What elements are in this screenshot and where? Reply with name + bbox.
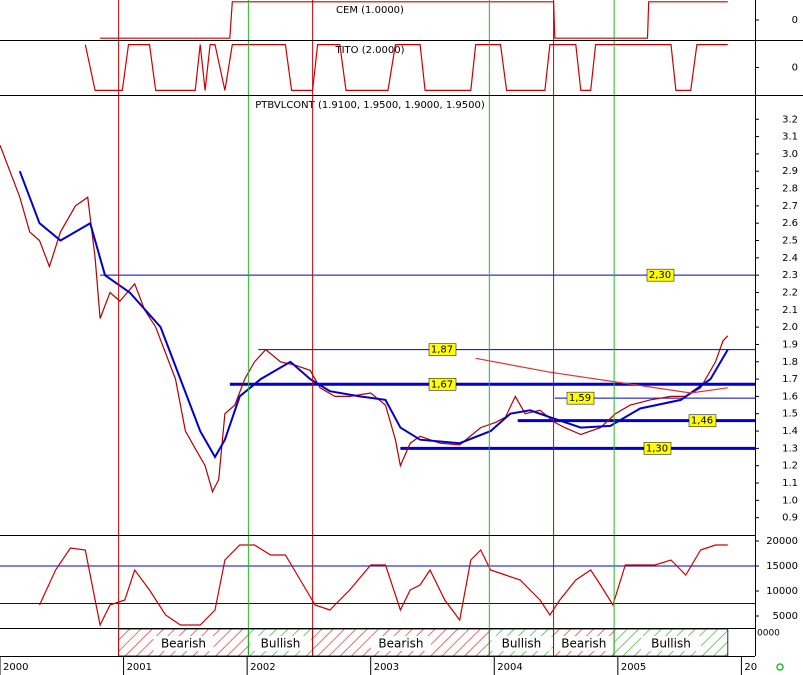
phase-label: Bearish: [378, 637, 423, 651]
y-tick-label: 2.7: [782, 201, 798, 212]
y-tick-label: 1.6: [782, 391, 798, 402]
y-tick-label: 1.1: [782, 478, 798, 489]
panel-title: CEM (1.0000): [336, 5, 404, 16]
level-label-box: [428, 378, 457, 391]
y-tick-label: 1.0: [782, 495, 798, 506]
y-tick-label: 2.1: [782, 305, 798, 316]
x-tick-label: 2003: [374, 662, 399, 673]
volume-label: 0000: [757, 629, 780, 639]
phase-label-bg: [640, 636, 701, 651]
series-line: [475, 357, 728, 394]
series-line: [84, 43, 728, 92]
status-indicator: [776, 663, 784, 671]
y-tick-label: 1.5: [782, 409, 798, 420]
level-label: 1,67: [431, 379, 453, 390]
x-tick-label: 20: [744, 662, 757, 673]
series-line: [100, 1, 728, 39]
y-tick-label: 1.9: [782, 339, 798, 350]
phase-label-bg: [370, 636, 431, 651]
series-line: [18, 170, 729, 460]
y-tick-label: 0: [792, 63, 798, 74]
x-tick-label: 2002: [250, 662, 275, 673]
y-tick-label: 1.2: [782, 461, 798, 472]
phase-label: Bullish: [651, 637, 691, 651]
panel-title: TITO (2.0000): [334, 45, 404, 56]
y-tick-label: 3.2: [782, 114, 798, 125]
x-tick-label: 2000: [3, 662, 28, 673]
y-tick-label: 2.4: [782, 253, 798, 264]
phase-label-bg: [553, 636, 614, 651]
phase-label: Bearish: [561, 637, 606, 651]
y-tick-label: 1.7: [782, 374, 798, 385]
level-label-box: [688, 414, 717, 427]
y-tick-label: 0: [792, 15, 798, 26]
y-tick-label: 20000: [766, 536, 798, 547]
panel-title: PTBVLCONT (1.9100, 1.9500, 1.9000, 1.950…: [255, 100, 485, 111]
level-label: 2,30: [649, 270, 671, 281]
level-label: 1,46: [691, 416, 713, 427]
y-tick-label: 2.3: [782, 270, 798, 281]
y-tick-label: 2.0: [782, 322, 798, 333]
level-label-box: [643, 442, 672, 455]
y-tick-label: 15000: [766, 561, 798, 572]
level-label: 1,87: [431, 345, 453, 356]
phase-label: Bullish: [261, 637, 301, 651]
phase-label: Bullish: [502, 637, 542, 651]
frame: [0, 0, 803, 657]
phase-label: Bearish: [161, 637, 206, 651]
y-tick-label: 2.8: [782, 184, 798, 195]
y-tick-label: 0.9: [782, 513, 798, 524]
y-tick-label: 1.4: [782, 426, 798, 437]
phase-label-bg: [250, 636, 311, 651]
level-label-box: [566, 391, 595, 405]
y-tick-label: 2.9: [782, 166, 798, 177]
y-tick-label: 3.1: [782, 132, 798, 143]
x-tick-label: 2001: [127, 662, 152, 673]
level-label-box: [428, 343, 457, 356]
y-tick-label: 10000: [766, 586, 798, 597]
y-tick-label: 5000: [773, 611, 798, 622]
y-tick-label: 1.8: [782, 357, 798, 368]
level-label: 1,59: [569, 393, 591, 404]
y-tick-label: 3.0: [782, 149, 798, 160]
phase-label-bg: [153, 636, 214, 651]
phase-label-bg: [491, 636, 552, 651]
x-tick-label: 2005: [621, 662, 646, 673]
y-tick-label: 1.3: [782, 443, 798, 454]
y-tick-label: 2.5: [782, 236, 798, 247]
series-line: [0, 144, 729, 494]
y-tick-label: 2.2: [782, 287, 798, 298]
level-label-box: [646, 268, 675, 282]
x-tick-label: 2004: [497, 662, 522, 673]
series-line: [38, 544, 728, 627]
y-tick-label: 2.6: [782, 218, 798, 229]
level-label: 1,30: [646, 443, 668, 454]
